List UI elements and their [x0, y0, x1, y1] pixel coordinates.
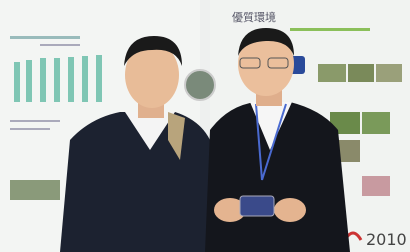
- poster-bar: [96, 55, 102, 102]
- poster-photo: [348, 64, 374, 82]
- poster-text-line: [10, 120, 60, 122]
- poster-photo: [376, 64, 402, 82]
- page: {"poster": {"heading": "優質環境", "year_mar…: [0, 0, 410, 252]
- award: [240, 196, 274, 216]
- poster-bar: [68, 57, 74, 102]
- poster-text-line: [290, 28, 370, 31]
- poster-photo: [318, 64, 346, 82]
- poster-photo: [362, 112, 390, 134]
- poster-heading: 優質環境: [232, 10, 276, 24]
- poster-bar: [54, 58, 60, 102]
- poster-bar: [40, 58, 46, 102]
- poster-photo: [362, 176, 390, 196]
- photo: 優質環境 2010: [0, 0, 410, 252]
- poster-text-line: [10, 36, 80, 39]
- poster-emblem: [185, 70, 215, 100]
- poster-photo: [10, 180, 60, 200]
- hand: [274, 198, 306, 222]
- poster-bar: [82, 56, 88, 102]
- poster-bar: [26, 60, 32, 102]
- poster-bar: [14, 62, 20, 102]
- poster-text-line: [40, 44, 80, 46]
- poster-text-line: [10, 128, 50, 130]
- poster-year: 2010: [366, 230, 407, 249]
